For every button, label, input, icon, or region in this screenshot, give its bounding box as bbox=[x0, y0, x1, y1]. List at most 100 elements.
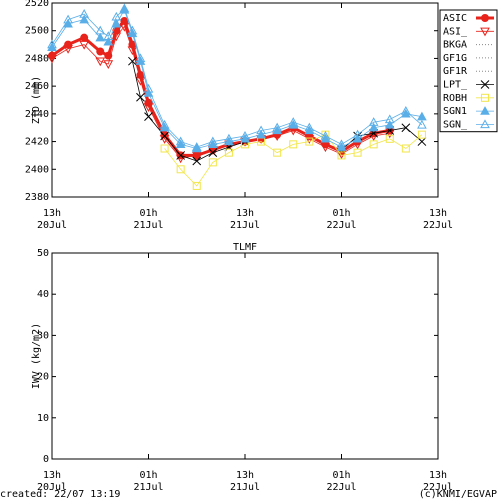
data-point bbox=[127, 46, 138, 56]
x-tick-label: 13h bbox=[236, 470, 254, 481]
data-point bbox=[128, 56, 137, 66]
x-tick-label: 21Jul bbox=[133, 220, 163, 231]
x-tick-label: 13h bbox=[43, 208, 61, 219]
data-point bbox=[47, 42, 57, 52]
legend-label: GF1G bbox=[443, 53, 467, 64]
legend-label: ASIC bbox=[443, 13, 467, 24]
y-tick-label: 2440 bbox=[25, 109, 49, 120]
data-point bbox=[288, 119, 299, 129]
y-tick-label: 2400 bbox=[25, 164, 49, 175]
data-point bbox=[289, 140, 298, 149]
data-point bbox=[47, 54, 57, 64]
data-point bbox=[127, 28, 138, 38]
y-tick-label: 2520 bbox=[25, 0, 49, 9]
data-point bbox=[103, 60, 114, 70]
data-point bbox=[191, 151, 202, 161]
data-point bbox=[103, 36, 114, 46]
data-point bbox=[304, 125, 315, 135]
data-point bbox=[256, 129, 266, 139]
data-point bbox=[79, 14, 90, 24]
data-point bbox=[337, 151, 346, 160]
data-point bbox=[192, 181, 201, 190]
data-point bbox=[191, 142, 202, 151]
x-tick-label: 13h bbox=[429, 208, 447, 219]
data-point bbox=[305, 137, 314, 146]
data-point bbox=[135, 53, 146, 63]
data-point bbox=[304, 135, 315, 144]
data-point bbox=[95, 32, 106, 42]
legend-label: ROBH bbox=[443, 93, 467, 104]
data-point bbox=[103, 31, 114, 40]
data-point bbox=[368, 122, 379, 132]
data-point bbox=[336, 150, 347, 160]
data-point bbox=[320, 133, 331, 143]
x-tick-label: 20Jul bbox=[37, 220, 67, 231]
data-point bbox=[208, 148, 218, 158]
data-point bbox=[384, 114, 395, 124]
data-point bbox=[288, 117, 299, 126]
data-point bbox=[79, 9, 90, 18]
legend-marker bbox=[481, 93, 489, 102]
data-point bbox=[417, 137, 427, 146]
y-tick-label: 10 bbox=[37, 413, 49, 424]
y-axis-label: ZTD (mm) bbox=[31, 76, 42, 124]
y-tick-label: 2500 bbox=[25, 26, 49, 37]
data-point bbox=[95, 57, 106, 67]
data-point bbox=[224, 148, 233, 157]
data-point bbox=[119, 22, 130, 32]
data-point bbox=[160, 144, 169, 153]
y-tick-label: 40 bbox=[37, 289, 49, 300]
y-tick-label: 30 bbox=[37, 330, 49, 341]
data-point bbox=[224, 136, 234, 146]
y-tick-label: 2380 bbox=[25, 192, 49, 203]
legend-label: GF1R bbox=[443, 66, 468, 77]
legend-label: ASI_ bbox=[443, 26, 468, 37]
x-tick-label: 01h bbox=[332, 470, 350, 481]
legend-marker bbox=[481, 14, 489, 22]
legend-marker bbox=[480, 119, 490, 129]
data-point bbox=[127, 25, 138, 35]
data-point bbox=[176, 151, 186, 160]
legend-marker bbox=[480, 106, 490, 115]
data-point bbox=[207, 136, 218, 146]
data-point bbox=[320, 143, 331, 153]
data-point bbox=[353, 148, 362, 157]
data-point bbox=[272, 122, 283, 132]
data-point bbox=[135, 56, 146, 65]
data-point bbox=[336, 139, 347, 149]
data-point bbox=[143, 103, 154, 112]
data-point bbox=[384, 119, 395, 129]
legend-label: SGN_ bbox=[443, 119, 468, 130]
data-point bbox=[176, 165, 185, 174]
data-point bbox=[80, 33, 89, 42]
data-point bbox=[175, 136, 186, 146]
data-point bbox=[401, 144, 410, 153]
data-point bbox=[111, 11, 122, 21]
y-tick-label: 50 bbox=[37, 248, 49, 259]
data-point bbox=[385, 134, 394, 143]
plot-frame bbox=[51, 252, 439, 460]
x-tick-label: 01h bbox=[139, 208, 157, 219]
data-point bbox=[208, 158, 217, 167]
x-tick-label: 21Jul bbox=[230, 220, 260, 231]
data-point bbox=[336, 142, 347, 151]
data-point bbox=[352, 129, 363, 139]
legend-label: BKGA bbox=[443, 40, 467, 51]
copyright: (c)KNMI/EGVAP bbox=[419, 489, 497, 500]
data-point bbox=[111, 18, 122, 28]
data-point bbox=[240, 130, 250, 140]
data-point bbox=[224, 133, 234, 143]
data-point bbox=[352, 133, 363, 143]
data-point bbox=[369, 140, 378, 149]
data-point bbox=[143, 83, 154, 93]
x-tick-label: 22Jul bbox=[326, 482, 356, 493]
data-point bbox=[400, 106, 411, 115]
data-point bbox=[320, 130, 331, 140]
x-tick-label: 22Jul bbox=[423, 220, 453, 231]
data-point bbox=[79, 40, 90, 50]
data-point bbox=[136, 92, 145, 102]
data-point bbox=[400, 108, 411, 118]
chart-title: TLMF bbox=[233, 242, 257, 253]
legend-label: SGN1 bbox=[443, 106, 467, 117]
